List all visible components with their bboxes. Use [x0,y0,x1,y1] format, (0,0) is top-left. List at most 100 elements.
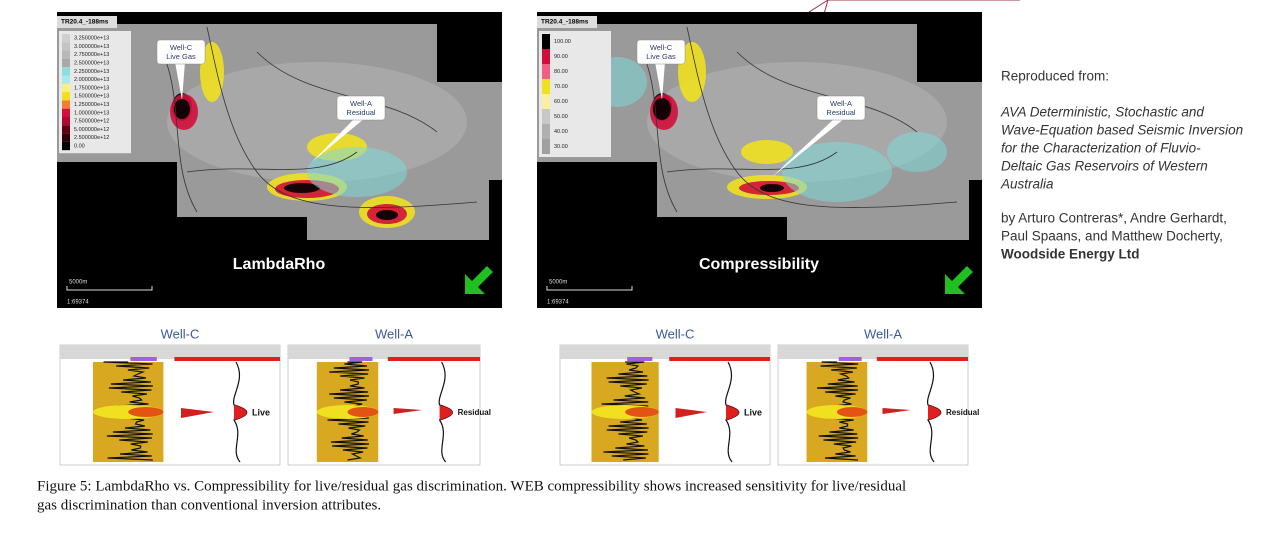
legend-label: 1.500000e+13 [74,94,109,100]
log-panel: Well-A Residual [287,326,491,466]
legend-swatch [542,64,550,79]
map-header: TR20.4_-188ms [541,19,589,26]
curve-fill [928,405,941,420]
log-redbar [876,357,968,361]
callout-pointer [312,118,365,162]
contour [736,51,918,133]
legend-swatch [62,133,70,142]
legend-label: 7.500000e+12 [74,119,109,125]
resistivity-spike [675,408,707,418]
anomaly [653,98,671,120]
legend-swatch [62,141,70,151]
curve-fill [439,405,453,420]
log-redbar [174,357,280,361]
map-panel: TR20.4_-188ms 100.00 90.00 80.00 70.00 60.00 5… [537,12,982,308]
legend-swatch [62,34,70,43]
callout-line1: Well-A [350,99,372,108]
log-colorbar [838,357,862,361]
legend-swatch [62,50,70,59]
caption-line: gas discrimination than conventional inv… [37,497,381,513]
curve-fill [726,405,739,420]
legend-swatch [542,94,550,109]
scale-bar [546,286,633,291]
log-panel: Well-C Live [59,326,281,466]
log-redbar [669,357,770,361]
legend-swatch [62,125,70,134]
anomaly [887,132,947,172]
callout-box [816,95,866,121]
legend-label: 100.00 [554,39,571,45]
legend-swatch [62,92,70,101]
attribution-title: AVA Deterministic, Stochastic and Wave-Eq… [1000,105,1243,192]
gas-zone-red [128,407,164,417]
log-panel: Well-C Live [559,326,771,466]
legend-swatch [542,109,550,124]
callout-box [336,95,386,121]
legend-label: 2.500000e+13 [74,61,109,67]
scale-ratio: 1:69374 [67,300,89,306]
log-header [560,345,770,359]
anomaly [376,210,398,220]
legend-label: 3.250000e+13 [74,36,109,42]
log-well: Well-A [375,326,413,341]
callout-pointer [175,62,185,100]
scale-ratio: 1:69374 [547,300,569,306]
log-label: Residual [458,408,491,417]
log-panel: Well-A Residual [777,326,979,466]
legend-label: 50.00 [554,114,568,120]
legend-label: 2.250000e+13 [74,69,109,75]
legend-label: 40.00 [554,129,568,135]
callout-pointer [772,118,845,177]
legend-label: 3.000000e+13 [74,44,109,50]
legend-label: 1.000000e+13 [74,110,109,116]
gas-zone-red [625,407,659,417]
anomaly [741,140,793,164]
title-line: Wave-Equation based Seismic Inversion [1001,123,1243,138]
legend-swatch [542,139,550,154]
texture [167,62,467,182]
contour [186,151,358,173]
legend-label: 60.00 [554,99,568,105]
scale-label: 5000m [69,280,87,286]
legend-label: 30.00 [554,144,568,150]
title-line: Australia [1000,177,1054,192]
caption: Figure 5: LambdaRho vs. Compressibility … [37,478,906,513]
gas-zone-red [836,407,868,417]
title-line: for the Characterization of Fluvio- [1001,141,1201,156]
attribution-company: Woodside Energy Ltd [1001,247,1140,262]
log-well: Well-C [161,326,200,341]
legend-swatch [62,100,70,109]
contour [256,51,438,133]
callout-line1: Well-C [170,43,193,52]
callout-box [636,39,686,65]
scale-label: 5000m [549,280,567,286]
anomaly [284,183,320,193]
legend-label: 2.750000e+13 [74,52,109,58]
legend-swatch [542,124,550,139]
map-panel: TR20.4_-188ms 3.250000e+13 3.000000e+13 2.7… [57,12,502,308]
north-arrow [945,266,973,294]
header-bg [537,16,597,28]
legend-swatch [62,108,70,117]
map-title: LambdaRho [233,256,326,273]
legend-label: 2.000000e+13 [74,77,109,83]
log-redbar [387,357,480,361]
log-header [288,345,480,359]
author-line: Paul Spaans, and Matthew Docherty, [1001,229,1223,244]
legend-swatch [542,79,550,94]
resistivity-spike [393,408,423,414]
legend-swatch [542,49,550,64]
callout-line1: Well-C [650,43,673,52]
log-header [778,345,968,359]
legend-swatch [542,34,550,49]
legend-swatch [62,42,70,51]
anomaly [200,42,224,102]
gas-zone-red [347,407,379,417]
log-well: Well-A [864,326,902,341]
curve-fill [234,405,247,420]
anomaly [782,142,892,202]
header-bg [57,16,117,28]
contour [206,26,478,208]
anomaly [760,184,784,192]
legend-label: 1.250000e+13 [74,102,109,108]
